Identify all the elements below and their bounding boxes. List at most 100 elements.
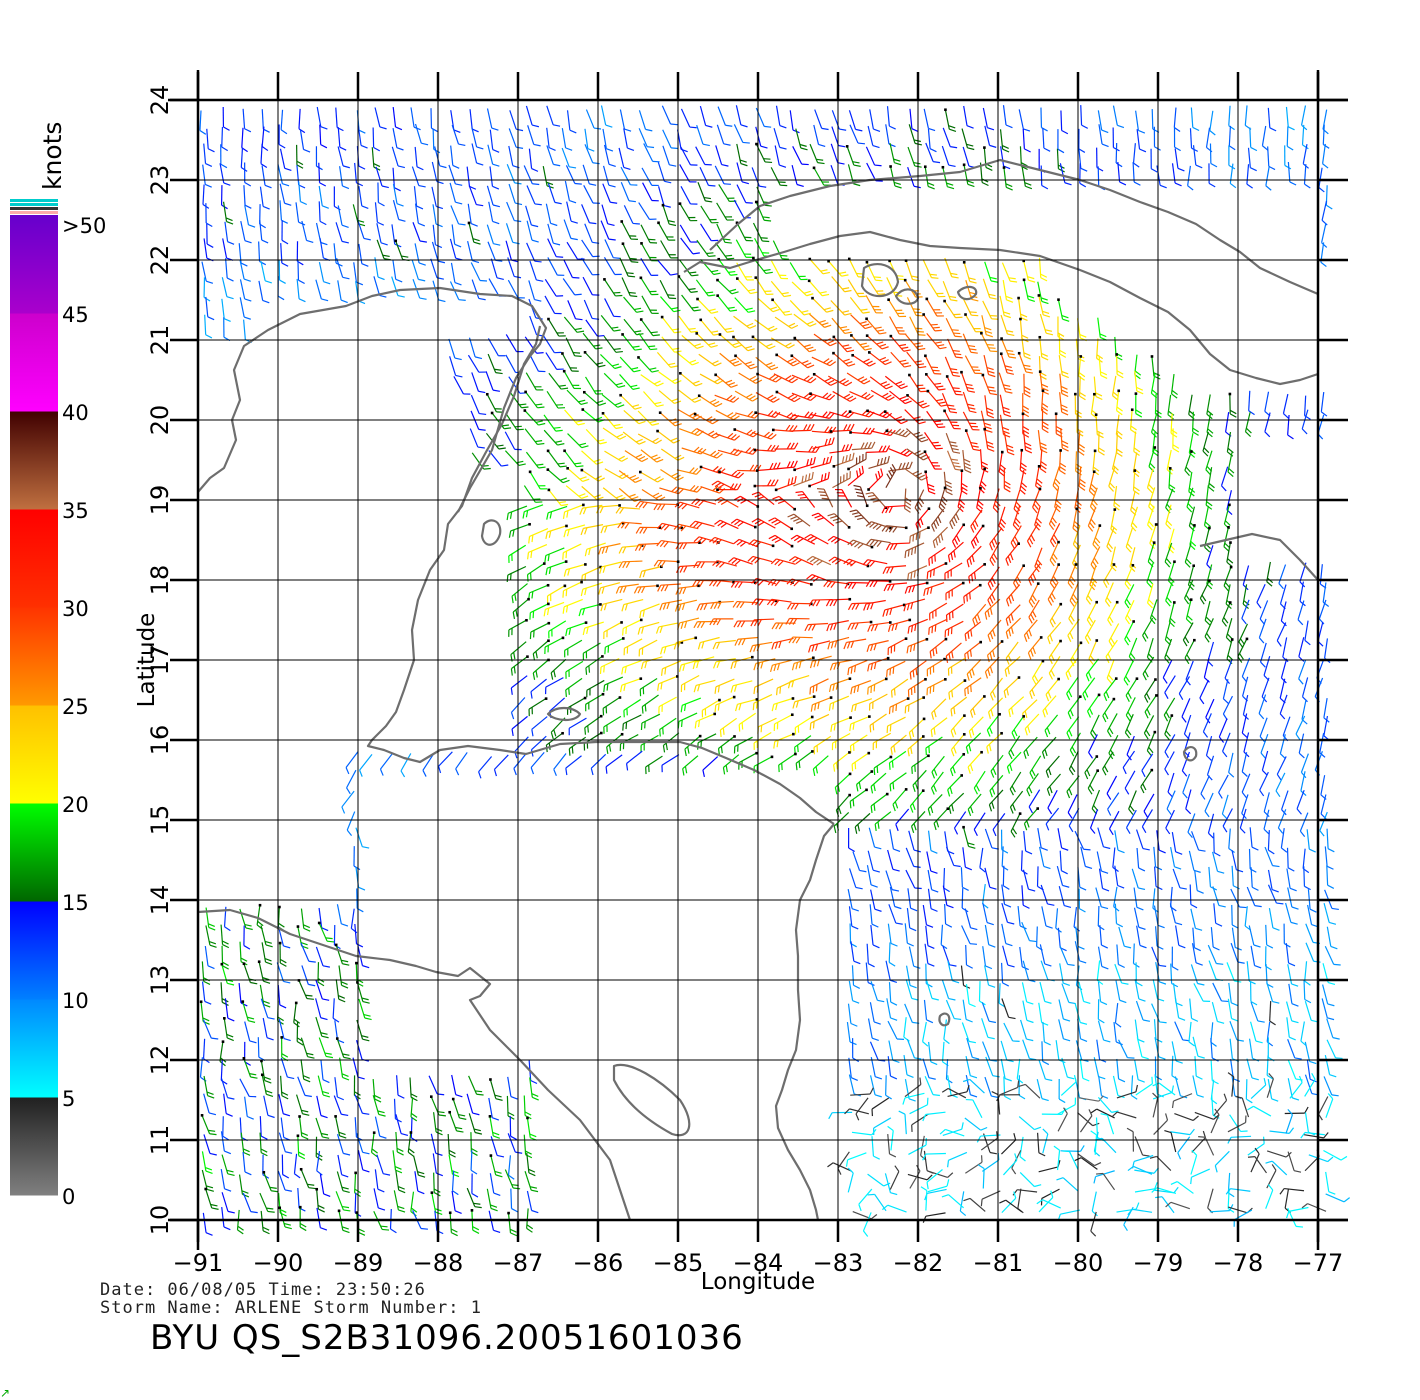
wind-barb xyxy=(711,480,736,491)
wind-barb xyxy=(903,598,926,612)
wind-barb-shaft xyxy=(657,259,671,276)
wind-barb-shaft xyxy=(222,238,228,259)
wind-barb xyxy=(771,298,793,316)
rain-flag-dot xyxy=(775,390,779,394)
wind-barb-feather xyxy=(689,520,696,527)
rain-flag-dot xyxy=(621,521,625,525)
rain-flag-dot xyxy=(850,334,853,337)
rain-flag-dot xyxy=(1017,296,1020,300)
wind-barb xyxy=(545,352,564,370)
wind-barb-feather xyxy=(920,454,927,459)
wind-barb xyxy=(318,201,327,226)
wind-barb xyxy=(719,352,742,367)
wind-barb-feather xyxy=(734,362,742,367)
wind-barb-feather xyxy=(1079,182,1087,188)
wind-barb-shaft xyxy=(1135,110,1139,131)
wind-barb-feather xyxy=(1006,448,1014,452)
wind-barb xyxy=(680,146,698,166)
wind-barb-shaft xyxy=(1303,164,1307,185)
rain-flag-dot xyxy=(542,562,546,565)
wind-barb-shaft xyxy=(866,162,877,182)
wind-barb-feather xyxy=(1246,183,1253,189)
wind-barb-feather xyxy=(1101,129,1109,134)
wind-barb xyxy=(297,260,305,285)
wind-barb-feather xyxy=(621,457,629,462)
wind-barb-feather xyxy=(787,478,790,486)
wind-barb-feather xyxy=(1093,540,1100,547)
wind-barb xyxy=(1322,124,1330,149)
wind-barb-feather xyxy=(991,540,996,548)
wind-barb-shaft xyxy=(432,129,435,150)
wind-barb xyxy=(832,351,856,367)
wind-barb-feather xyxy=(849,397,857,402)
wind-barb-feather xyxy=(1060,404,1068,409)
wind-barb-feather xyxy=(1030,575,1035,583)
wind-barb-feather xyxy=(979,484,986,491)
wind-barb xyxy=(785,617,810,625)
wind-barb-feather xyxy=(1041,127,1048,132)
wind-barb-feather xyxy=(341,240,349,244)
wind-barb-feather xyxy=(1061,315,1069,319)
wind-barb xyxy=(659,486,685,495)
wind-barb-feather xyxy=(1010,626,1014,634)
wind-barb-feather xyxy=(688,288,696,291)
wind-barb xyxy=(869,109,881,132)
wind-barb xyxy=(734,495,760,508)
wind-barb-shaft xyxy=(865,146,876,166)
wind-barb-feather xyxy=(574,182,582,185)
wind-barb xyxy=(714,373,738,388)
wind-barb xyxy=(1150,148,1158,173)
wind-barb-feather xyxy=(977,500,984,506)
wind-barb-feather xyxy=(989,144,997,148)
wind-barb-shaft xyxy=(1192,145,1197,166)
wind-barb-shaft xyxy=(547,183,556,203)
wind-barb xyxy=(600,354,622,370)
wind-barb xyxy=(639,318,660,337)
wind-barb-shaft xyxy=(258,241,261,262)
wind-barb-feather xyxy=(713,272,721,276)
wind-barb xyxy=(505,412,524,431)
wind-barb-feather xyxy=(206,280,214,284)
wind-barb xyxy=(488,201,500,225)
wind-barb-feather xyxy=(473,241,481,245)
wind-barb xyxy=(1049,540,1060,567)
wind-barb xyxy=(889,461,913,472)
wind-barb-feather xyxy=(220,163,228,169)
wind-barb xyxy=(1125,527,1133,553)
wind-barb xyxy=(1041,389,1049,415)
wind-barb xyxy=(1026,523,1039,548)
wind-barb-feather xyxy=(1040,464,1047,470)
wind-barb xyxy=(598,543,621,555)
wind-barb-feather xyxy=(777,500,785,505)
wind-barb-feather xyxy=(812,576,820,583)
wind-barb-feather xyxy=(557,462,565,465)
wind-barb xyxy=(277,164,290,187)
wind-barb xyxy=(641,167,659,187)
wind-barb-feather xyxy=(825,411,832,419)
rain-flag-dot xyxy=(1021,412,1025,416)
wind-barb-feather xyxy=(882,609,886,617)
wind-barb-feather xyxy=(714,377,721,383)
rain-flag-dot xyxy=(943,299,946,303)
wind-barb-feather xyxy=(734,471,741,478)
wind-barb xyxy=(584,542,606,557)
wind-barb-feather xyxy=(693,485,699,492)
wind-barb-feather xyxy=(1003,410,1011,414)
wind-barb xyxy=(812,166,831,186)
wind-barb xyxy=(528,528,549,544)
wind-barb xyxy=(296,144,304,169)
wind-barb-feather xyxy=(1185,558,1192,565)
wind-barb-feather xyxy=(615,426,623,430)
wind-barb xyxy=(602,165,616,188)
wind-barb xyxy=(679,164,697,183)
wind-barb-feather xyxy=(885,506,890,514)
wind-barb-feather xyxy=(912,308,920,311)
wind-barb-feather xyxy=(762,216,770,219)
wind-barb xyxy=(504,431,522,451)
wind-barb-feather xyxy=(535,420,543,424)
wind-barb-feather xyxy=(862,427,868,434)
wind-barb-feather xyxy=(1208,182,1216,188)
rain-flag-dot xyxy=(677,275,681,278)
wind-barb-feather xyxy=(954,390,962,393)
wind-barb-feather xyxy=(726,394,733,401)
